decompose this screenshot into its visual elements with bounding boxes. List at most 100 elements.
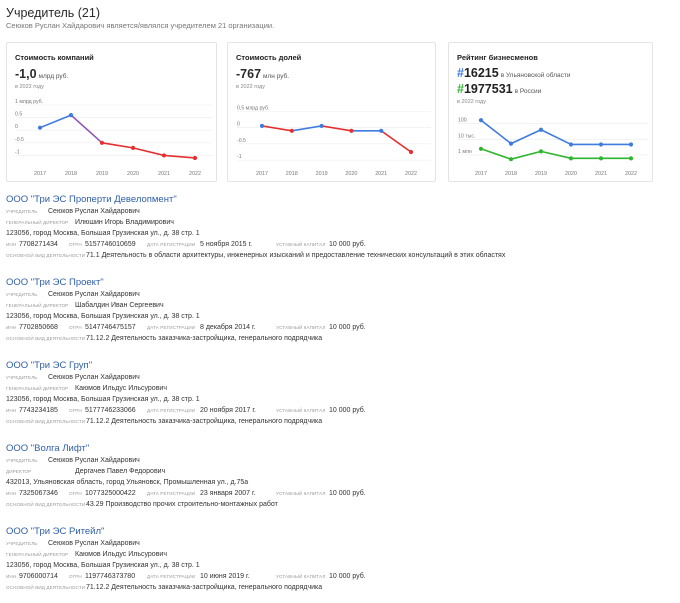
capital-label: УСТАВНЫЙ КАПИТАЛ	[276, 408, 326, 413]
founder-value[interactable]: Сеюков Руслан Хайдарович	[48, 208, 140, 215]
address-value: 432013, Ульяновская область, город Ульян…	[6, 479, 249, 486]
organization-link[interactable]: ООО "Три ЭС Проект"	[6, 277, 104, 288]
director-value[interactable]: Дергачев Павел Федорович	[75, 468, 166, 475]
series-segment	[510, 128, 542, 145]
activity-value: 71.1 Деятельность в области архитектуры,…	[86, 252, 506, 259]
director-value[interactable]: Илюшин Игорь Владимирович	[75, 219, 174, 226]
data-point	[568, 142, 574, 147]
series-segment	[320, 125, 353, 132]
address-row: 123056, город Москва, Большая Грузинская…	[6, 228, 674, 239]
x-tick-label: 2017	[34, 171, 46, 177]
x-tick-label: 2022	[189, 171, 201, 177]
data-point	[37, 125, 43, 130]
requisites-row: ИНН 7325067346 ОГРН 1077325000422 ДАТА РЕГИС…	[6, 488, 674, 499]
rating-chart: 100 10 тыс. 1 млн 2017 2018 2019 2020 2021 2022	[458, 118, 648, 177]
page-subtitle: Сеюков Руслан Хайдарович является/являлс…	[6, 21, 275, 30]
rank-country: #1977531 в России	[457, 82, 541, 96]
y-tick-label: 0,5 млрд руб.	[237, 105, 269, 111]
y-tick-label: -0.5	[15, 137, 24, 143]
reg-date-value: 23 января 2007 г.	[200, 490, 256, 497]
reg-date-value: 5 ноября 2015 г.	[200, 241, 253, 248]
founder-row: УЧРЕДИТЕЛЬ Сеюков Руслан Хайдарович	[6, 289, 674, 300]
founder-row: УЧРЕДИТЕЛЬ Сеюков Руслан Хайдарович	[6, 538, 674, 549]
y-tick-label: -1	[237, 154, 242, 160]
organization-link[interactable]: ООО "Три ЭС Ритейл"	[6, 526, 105, 537]
address-row: 123056, город Москва, Большая Грузинская…	[6, 394, 674, 405]
x-tick-label: 2017	[256, 171, 268, 177]
organization-link[interactable]: ООО "Три ЭС Проперти Девелопмент"	[6, 194, 177, 205]
director-value[interactable]: Каюмов Ильдус Ильсурович	[75, 551, 167, 558]
organization-entry: ООО "Три ЭС Ритейл" УЧРЕДИТЕЛЬ Сеюков Русл…	[6, 525, 674, 593]
address-value: 123056, город Москва, Большая Грузинская…	[6, 562, 200, 569]
inn-label: ИНН	[6, 408, 17, 413]
founder-value[interactable]: Сеюков Руслан Хайдарович	[48, 540, 140, 547]
founder-label: УЧРЕДИТЕЛЬ	[6, 541, 38, 546]
data-point	[130, 145, 136, 150]
reg-date-label: ДАТА РЕГИСТРАЦИИ	[147, 491, 196, 496]
y-tick-label: -1	[15, 149, 20, 155]
organization-entry: ООО "Три ЭС Груп" УЧРЕДИТЕЛЬ Сеюков Руслан…	[6, 359, 674, 427]
x-tick-label: 2022	[405, 171, 417, 177]
founder-label: УЧРЕДИТЕЛЬ	[6, 375, 38, 380]
data-point	[478, 118, 484, 123]
inn-value: 7743234185	[19, 407, 58, 414]
founder-value[interactable]: Сеюков Руслан Хайдарович	[48, 374, 140, 381]
address-value: 123056, город Москва, Большая Грузинская…	[6, 313, 200, 320]
data-point	[289, 128, 294, 133]
x-tick-label: 2019	[96, 171, 108, 177]
reg-date-label: ДАТА РЕГИСТРАЦИИ	[147, 574, 196, 579]
inn-value: 9706000714	[19, 573, 58, 580]
data-point	[508, 141, 514, 146]
data-point	[99, 140, 105, 145]
director-label: ГЕНЕРАЛЬНЫЙ ДИРЕКТОР	[6, 303, 69, 308]
series-segment	[132, 147, 165, 157]
x-tick-label: 2018	[286, 171, 298, 177]
series-segment	[163, 154, 196, 159]
requisites-row: ИНН 9706000714 ОГРН 1197746373780 ДАТА РЕГИС…	[6, 571, 674, 582]
shares-chart: 0,5 млрд руб. 0 -0.5 -1 2017 2018 2019 2020 2021…	[237, 105, 431, 177]
address-row: 123056, город Москва, Большая Грузинская…	[6, 311, 674, 322]
capital-label: УСТАВНЫЙ КАПИТАЛ	[276, 491, 326, 496]
reg-date-value: 10 июня 2019 г.	[200, 573, 250, 580]
data-point	[319, 123, 324, 129]
series-segment	[540, 128, 572, 146]
page-title: Учредитель (21)	[6, 6, 100, 20]
address-row: 123056, город Москва, Большая Грузинская…	[6, 560, 674, 571]
card-value: -767 млн руб.	[236, 67, 289, 81]
ogrn-value: 1077325000422	[85, 490, 136, 497]
director-row: ГЕНЕРАЛЬНЫЙ ДИРЕКТОР Илюшин Игорь Владими…	[6, 217, 674, 228]
organization-entry: ООО "Волга Лифт" УЧРЕДИТЕЛЬ Сеюков Руслан …	[6, 442, 674, 510]
data-point	[478, 146, 484, 151]
activity-row: ОСНОВНОЙ ВИД ДЕЯТЕЛЬНОСТИ71.12.2 Деятель…	[6, 333, 674, 344]
series-segment	[290, 125, 323, 132]
x-tick-label: 2021	[158, 171, 170, 177]
inn-value: 7708271434	[19, 241, 58, 248]
value-unit: млн руб.	[263, 73, 290, 80]
value-number: -1,0	[15, 67, 37, 81]
reg-date-value: 20 ноября 2017 г.	[200, 407, 256, 414]
founder-value[interactable]: Сеюков Руслан Хайдарович	[48, 457, 140, 464]
organization-link[interactable]: ООО "Три ЭС Груп"	[6, 360, 93, 371]
x-tick-label: 2017	[475, 171, 487, 177]
inn-value: 7702850668	[19, 324, 58, 331]
activity-row: ОСНОВНОЙ ВИД ДЕЯТЕЛЬНОСТИ71.12.2 Деятель…	[6, 582, 674, 593]
director-value[interactable]: Шабалдин Иван Сергеевич	[75, 302, 164, 309]
director-value[interactable]: Каюмов Ильдус Ильсурович	[75, 385, 167, 392]
founder-value[interactable]: Сеюков Руслан Хайдарович	[48, 291, 140, 298]
reg-date-label: ДАТА РЕГИСТРАЦИИ	[147, 242, 196, 247]
inn-label: ИНН	[6, 491, 17, 496]
activity-row: ОСНОВНОЙ ВИД ДЕЯТЕЛЬНОСТИ43.29 Производс…	[6, 499, 674, 510]
organization-link[interactable]: ООО "Волга Лифт"	[6, 443, 90, 454]
rank-region: #16215 в Ульяновской области	[457, 66, 571, 80]
director-row: ГЕНЕРАЛЬНЫЙ ДИРЕКТОР Каюмов Ильдус Ильсур…	[6, 549, 674, 560]
requisites-row: ИНН 7708271434 ОГРН 5157746010659 ДАТА РЕГИС…	[6, 239, 674, 250]
companies-value-card: Стоимость компаний -1,0 млрд руб. в 2022 …	[6, 42, 217, 182]
x-tick-label: 2021	[595, 171, 607, 177]
founder-label: УЧРЕДИТЕЛЬ	[6, 292, 38, 297]
capital-value: 10 000 руб.	[329, 324, 366, 331]
requisites-row: ИНН 7743234185 ОГРН 5177746233066 ДАТА РЕГИС…	[6, 405, 674, 416]
companies-chart: 1 млрд руб. 0.5 0 -0.5 -1 2017 2018 2019 2020 202…	[15, 99, 212, 177]
capital-value: 10 000 руб.	[329, 407, 366, 414]
x-tick-label: 2020	[127, 171, 139, 177]
